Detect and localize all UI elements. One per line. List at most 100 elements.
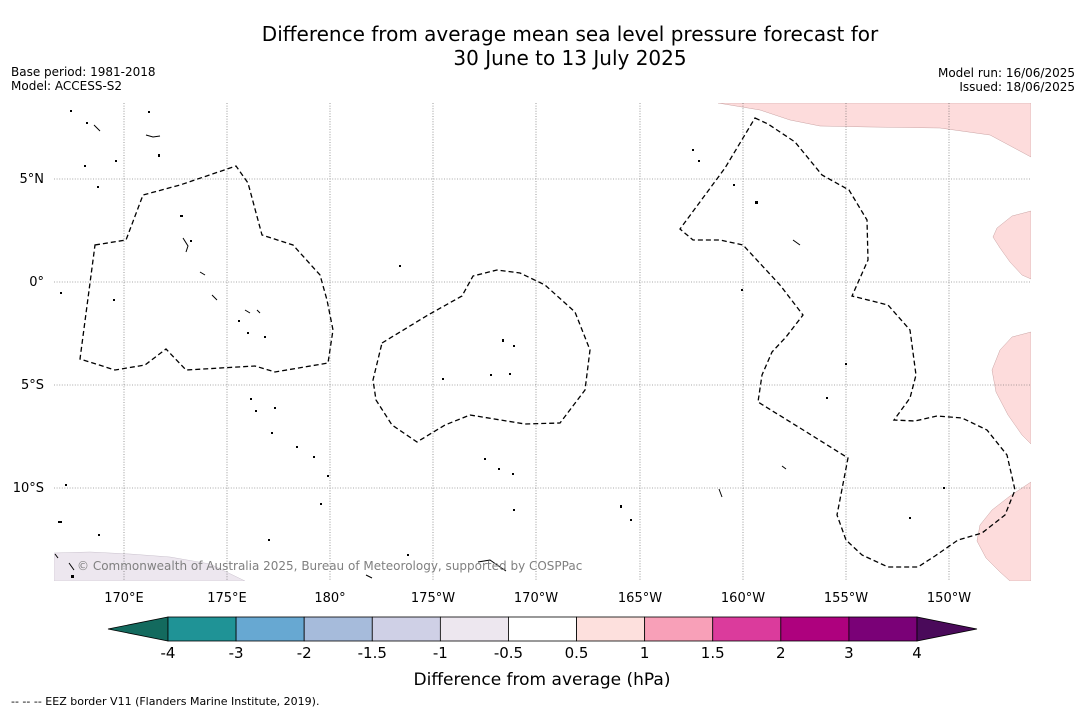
islet xyxy=(250,398,252,400)
islet xyxy=(148,111,150,113)
colorbar-tick: 2 xyxy=(776,644,786,662)
colorbar-cell xyxy=(780,616,850,642)
islet xyxy=(826,397,828,399)
islet xyxy=(512,473,514,475)
islet xyxy=(498,468,500,470)
colorbar-under-arrow xyxy=(107,616,169,642)
islet xyxy=(86,122,88,124)
island xyxy=(781,465,787,470)
islet xyxy=(271,432,273,434)
colorbar-tick: 4 xyxy=(912,644,922,662)
islet xyxy=(692,149,694,151)
islet xyxy=(442,378,444,380)
base-period: Base period: 1981-2018 xyxy=(11,65,156,79)
islet xyxy=(733,184,735,186)
islet xyxy=(327,475,329,477)
islet xyxy=(97,186,99,188)
island xyxy=(54,553,59,559)
islet xyxy=(98,534,100,536)
colorbar-cell xyxy=(235,616,305,642)
meta-right: Model run: 16/06/2025 Issued: 18/06/2025 xyxy=(938,66,1075,94)
colorbar-cell xyxy=(508,616,577,642)
anomaly-area-east-2 xyxy=(991,331,1031,445)
eez-borders xyxy=(79,117,1016,568)
eez-footnote: -- -- -- EEZ border V11 (Flanders Marine… xyxy=(11,695,320,708)
island xyxy=(182,237,189,253)
islet xyxy=(630,519,632,521)
lat-label-5n: 5°N xyxy=(20,172,45,187)
island xyxy=(145,134,161,138)
islet xyxy=(909,517,911,519)
issued-date: Issued: 18/06/2025 xyxy=(959,80,1075,94)
islet xyxy=(158,154,160,157)
eez-border-west xyxy=(79,165,334,373)
island xyxy=(199,271,206,276)
island xyxy=(93,124,101,132)
colorbar-tick: 3 xyxy=(844,644,854,662)
islet xyxy=(58,521,62,523)
colorbar-cell xyxy=(848,616,918,642)
colorbar-tick: -1.5 xyxy=(358,644,387,662)
lon-label-170w: 170°W xyxy=(514,591,558,606)
islets xyxy=(58,110,945,578)
lon-label-175w: 175°W xyxy=(411,591,455,606)
copyright-notice: © Commonwealth of Australia 2025, Bureau… xyxy=(77,559,582,573)
map-title: Difference from average mean sea level p… xyxy=(0,22,1085,70)
lon-label-170e: 170°E xyxy=(104,591,144,606)
anomaly-area-east-1 xyxy=(992,210,1031,280)
island xyxy=(477,559,507,572)
islet xyxy=(698,160,700,162)
colorbar-tick: -3 xyxy=(229,644,244,662)
colorbar-tick: -0.5 xyxy=(494,644,523,662)
islet xyxy=(274,407,276,409)
colorbar-cell xyxy=(576,616,646,642)
islet xyxy=(268,539,270,541)
islet xyxy=(70,110,72,112)
colorbar-tick: 1.5 xyxy=(701,644,725,662)
islet xyxy=(513,345,515,347)
eez-border-east xyxy=(679,117,1016,568)
islet xyxy=(320,503,322,505)
island xyxy=(365,574,373,579)
islet xyxy=(255,410,257,412)
islet xyxy=(399,265,401,267)
colorbar-tick: -2 xyxy=(297,644,312,662)
lon-label-165w: 165°W xyxy=(618,591,662,606)
islet xyxy=(943,487,945,489)
islet xyxy=(71,575,74,578)
colorbar-tick: 0.5 xyxy=(565,644,589,662)
islet xyxy=(190,240,192,242)
lon-label-180: 180° xyxy=(314,591,345,606)
lon-label-160w: 160°W xyxy=(721,591,765,606)
islet xyxy=(264,336,266,338)
colorbar-tick: -4 xyxy=(161,644,176,662)
colorbar-tick-labels: -4 -3 -2 -1.5 -1 -0.5 0.5 1 1.5 2 3 4 xyxy=(161,644,922,662)
meta-left: Base period: 1981-2018 Model: ACCESS-S2 xyxy=(11,65,156,93)
colorbar-cell xyxy=(371,616,441,642)
colorbar-tick: 1 xyxy=(640,644,650,662)
islet xyxy=(247,332,249,334)
island xyxy=(68,562,75,571)
lon-label-175e: 175°E xyxy=(207,591,247,606)
islet xyxy=(502,339,504,342)
islet xyxy=(509,373,511,375)
island xyxy=(792,239,801,246)
colorbar-over-arrow xyxy=(916,616,978,642)
title-line-2: 30 June to 13 July 2025 xyxy=(453,46,687,70)
islet xyxy=(741,289,743,291)
islet xyxy=(407,554,409,556)
anomaly-area-southwest xyxy=(54,551,246,581)
islet xyxy=(84,165,86,167)
model-run: Model run: 16/06/2025 xyxy=(937,66,1075,80)
islet xyxy=(513,509,515,511)
islet xyxy=(845,363,847,365)
lon-label-150w: 150°W xyxy=(927,591,971,606)
anomaly-area-southeast xyxy=(976,481,1031,581)
island xyxy=(244,309,261,314)
lat-label-0: 0° xyxy=(29,275,44,290)
islet xyxy=(180,215,183,217)
islet xyxy=(620,505,622,508)
map-panel: © Commonwealth of Australia 2025, Bureau… xyxy=(54,103,1031,581)
colorbar-cell xyxy=(303,616,373,642)
